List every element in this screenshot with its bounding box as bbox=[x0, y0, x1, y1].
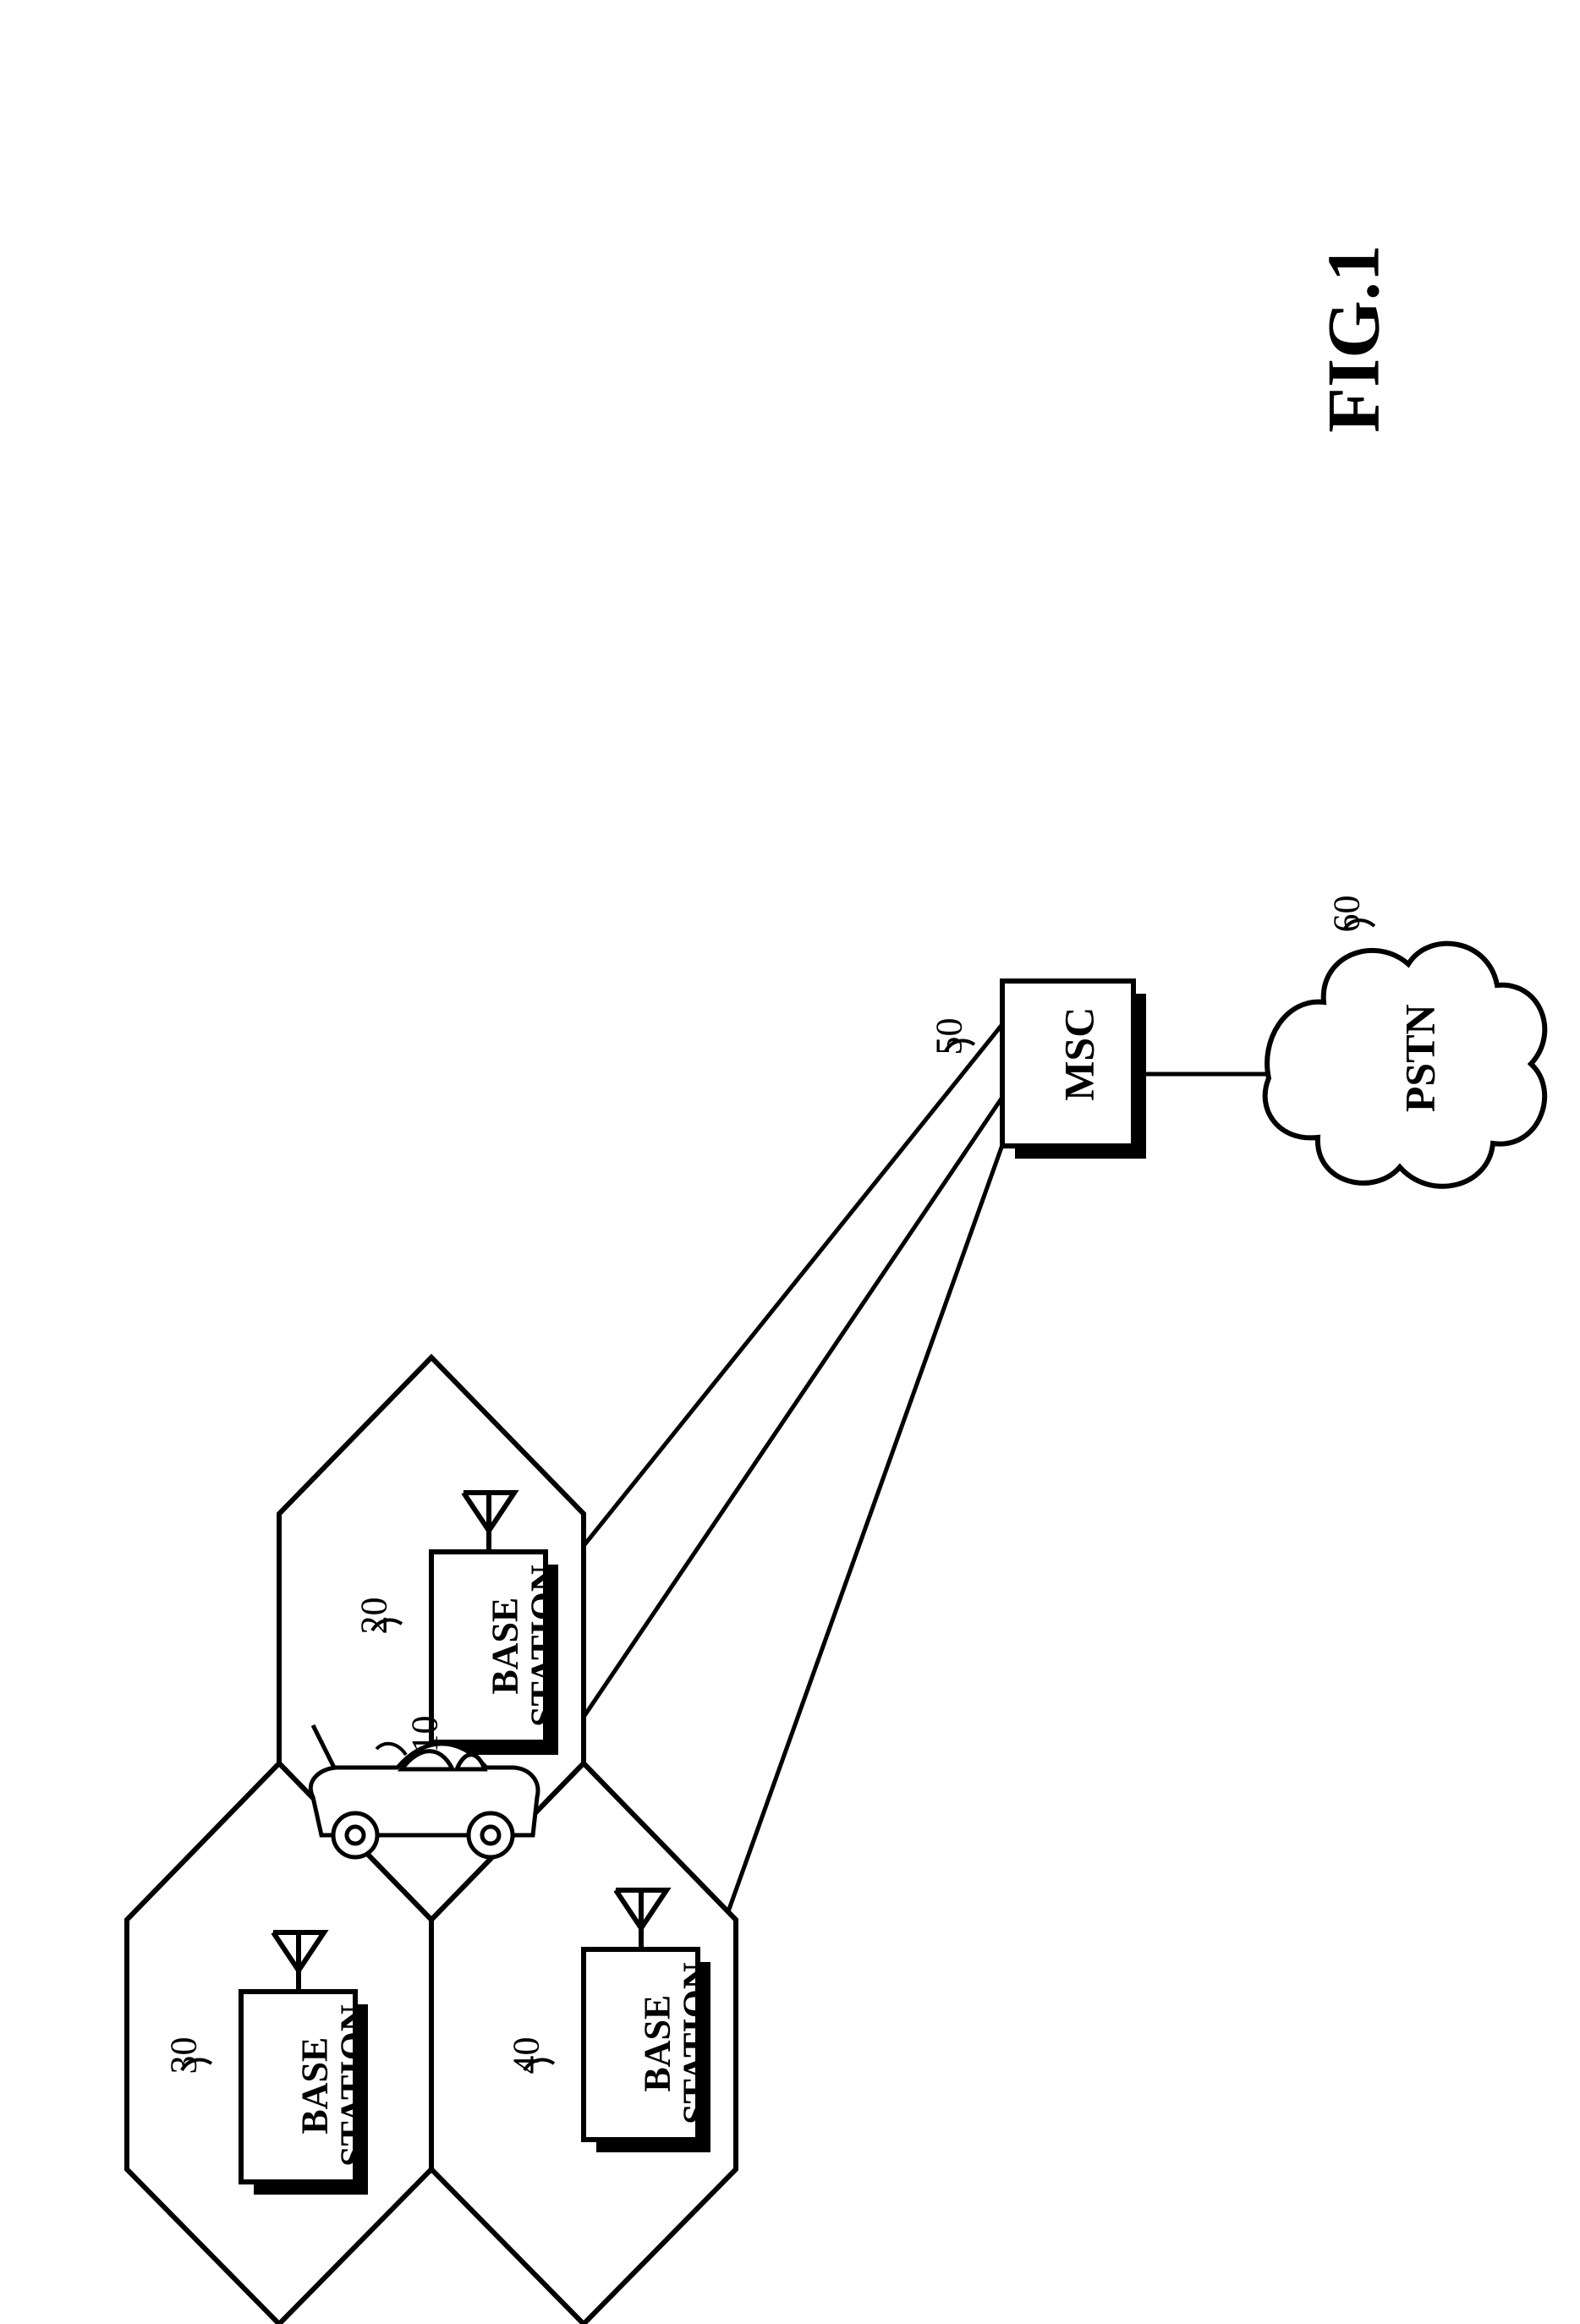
bs40-label: BASESTATION bbox=[639, 1962, 716, 2124]
ref-50: 50 bbox=[928, 1018, 971, 1055]
bs30-label-text: BASESTATION bbox=[294, 2004, 375, 2167]
bs30-label: BASESTATION bbox=[296, 2004, 374, 2167]
pstn-label: PSTN bbox=[1398, 1004, 1443, 1112]
msc-label: MSC bbox=[1056, 1007, 1101, 1101]
ref-30: 30 bbox=[162, 2037, 206, 2075]
bs20-label-text: BASESTATION bbox=[485, 1565, 565, 1727]
ref-20: 20 bbox=[353, 1598, 396, 1635]
figure-title: FIG.1 bbox=[1312, 244, 1397, 432]
ref-60: 60 bbox=[1325, 896, 1369, 933]
bs40-label-text: BASESTATION bbox=[637, 1962, 717, 2124]
bs20-label: BASESTATION bbox=[486, 1565, 564, 1727]
hex-cells bbox=[127, 1357, 736, 2324]
ref-40: 40 bbox=[505, 2037, 548, 2075]
ref-10: 10 bbox=[403, 1716, 447, 1753]
edge-bs40-msc bbox=[694, 1133, 1007, 2009]
